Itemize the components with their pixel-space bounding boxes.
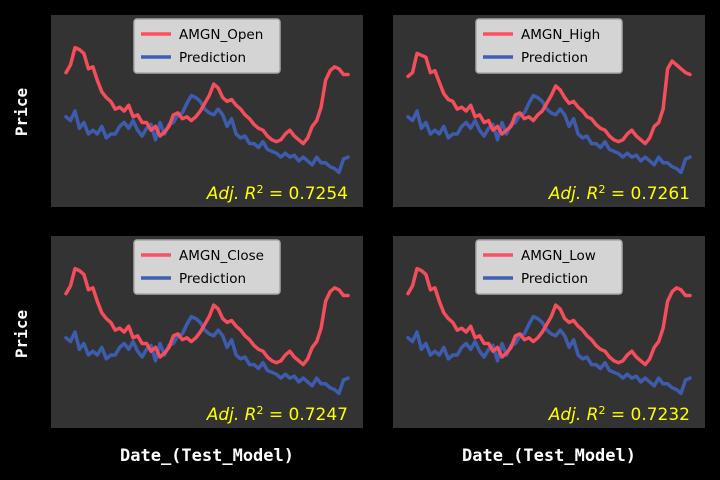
adj-r2-value: = 0.7232 [605,405,690,425]
legend: AMGN_Open Prediction [133,18,281,74]
legend-label: AMGN_Open [179,27,263,43]
legend-label: Prediction [179,50,246,66]
adj-r2-value: = 0.7254 [263,184,348,204]
adj-r2-annotation: Adj. R2 = 0.7261 [548,183,690,205]
adj-r2-exponent: 2 [256,404,263,417]
legend: AMGN_High Prediction [475,18,623,74]
adj-r2-annotation: Adj. R2 = 0.7254 [206,183,348,205]
legend-label: AMGN_Close [179,248,264,264]
y-axis-label-bottom: Price [12,310,31,358]
legend-label: Prediction [521,50,588,66]
panel-open: AMGN_Open Prediction Adj. R2 = 0.7254 [51,15,363,207]
prediction-series-line [64,314,350,396]
adj-r2-exponent: 2 [598,183,605,196]
actual-series-line [406,266,692,367]
adj-r2-prefix: Adj. R [548,405,599,425]
actual-series-line [406,51,692,146]
adj-r2-prefix: Adj. R [206,405,257,425]
legend: AMGN_Low Prediction [475,239,623,295]
prediction-series-line [406,93,692,175]
panel-close: AMGN_Close Prediction Adj. R2 = 0.7247 [51,236,363,428]
legend-label: AMGN_High [521,27,600,43]
adj-r2-exponent: 2 [598,404,605,417]
legend-label: AMGN_Low [521,248,596,264]
panel-low: AMGN_Low Prediction Adj. R2 = 0.7232 [393,236,705,428]
legend-label: Prediction [179,271,246,287]
actual-series-line [64,45,350,146]
adj-r2-annotation: Adj. R2 = 0.7232 [548,404,690,426]
panel-high: AMGN_High Prediction Adj. R2 = 0.7261 [393,15,705,207]
legend: AMGN_Close Prediction [133,239,281,295]
adj-r2-prefix: Adj. R [548,184,599,204]
adj-r2-exponent: 2 [256,183,263,196]
y-axis-label-top: Price [12,88,31,136]
legend-label: Prediction [521,271,588,287]
prediction-series-line [64,93,350,175]
adj-r2-value: = 0.7247 [263,405,348,425]
prediction-series-line [406,314,692,396]
actual-series-line [64,266,350,367]
adj-r2-annotation: Adj. R2 = 0.7247 [206,404,348,426]
x-axis-label-left: Date_(Test_Model) [120,446,294,466]
adj-r2-prefix: Adj. R [206,184,257,204]
adj-r2-value: = 0.7261 [605,184,690,204]
x-axis-label-right: Date_(Test_Model) [462,446,636,466]
